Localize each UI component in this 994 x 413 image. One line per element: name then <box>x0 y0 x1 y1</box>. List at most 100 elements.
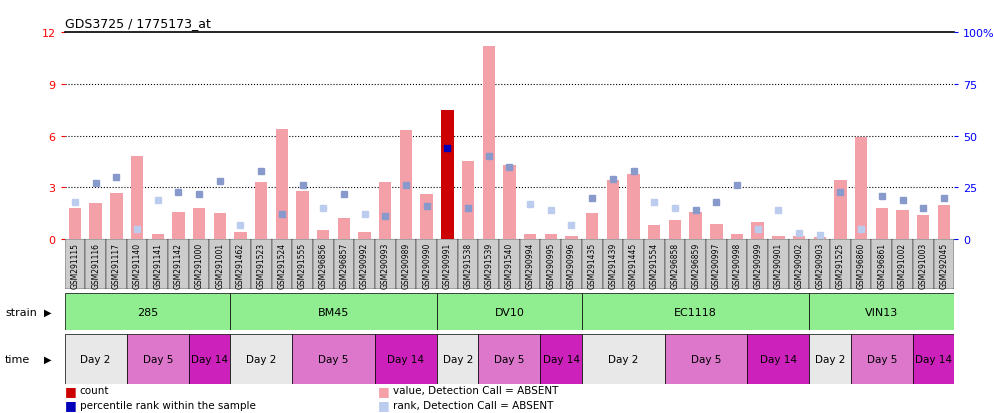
Bar <box>441 111 453 240</box>
Bar <box>855 138 868 240</box>
Text: rank, Detection Call = ABSENT: rank, Detection Call = ABSENT <box>393 400 553 410</box>
Text: ■: ■ <box>378 384 390 397</box>
Bar <box>581 240 602 289</box>
Text: Day 2: Day 2 <box>81 354 111 364</box>
Text: ■: ■ <box>65 384 77 397</box>
Bar <box>231 335 292 384</box>
Text: Day 5: Day 5 <box>318 354 349 364</box>
Bar <box>416 240 437 289</box>
Text: VIN13: VIN13 <box>865 307 899 317</box>
Text: Day 5: Day 5 <box>494 354 525 364</box>
Text: GSM290902: GSM290902 <box>794 242 803 288</box>
Bar <box>482 47 495 240</box>
Text: Day 5: Day 5 <box>142 354 173 364</box>
Text: GSM291117: GSM291117 <box>112 242 121 288</box>
Text: GSM291142: GSM291142 <box>174 242 183 288</box>
Bar <box>648 226 660 240</box>
Bar <box>706 240 727 289</box>
Bar <box>623 240 644 289</box>
Bar <box>147 240 168 289</box>
Bar <box>876 209 888 240</box>
Text: strain: strain <box>5 307 37 317</box>
Bar <box>581 293 809 330</box>
Text: GSM290994: GSM290994 <box>526 242 535 288</box>
Text: GSM290995: GSM290995 <box>547 242 556 288</box>
Bar <box>545 235 557 240</box>
Text: GSM290996: GSM290996 <box>567 242 576 288</box>
Text: GSM291435: GSM291435 <box>587 242 596 288</box>
Text: GSM291115: GSM291115 <box>71 242 80 288</box>
Text: GSM296857: GSM296857 <box>339 242 349 288</box>
Text: GSM291539: GSM291539 <box>484 242 493 288</box>
Text: GSM290903: GSM290903 <box>815 242 824 288</box>
Bar <box>214 214 226 240</box>
Bar <box>375 240 396 289</box>
Text: GSM291002: GSM291002 <box>898 242 907 288</box>
Bar <box>788 240 809 289</box>
Text: ▶: ▶ <box>44 354 52 364</box>
Bar <box>85 240 106 289</box>
Bar <box>809 240 830 289</box>
Text: GSM291001: GSM291001 <box>216 242 225 288</box>
Bar <box>254 183 267 240</box>
Bar <box>747 240 768 289</box>
Bar <box>669 221 681 240</box>
Bar <box>231 293 437 330</box>
Bar <box>292 335 375 384</box>
Bar <box>851 240 872 289</box>
Bar <box>541 335 581 384</box>
Bar <box>354 240 375 289</box>
Bar <box>768 240 788 289</box>
Bar <box>420 195 432 240</box>
Bar <box>189 240 210 289</box>
Bar <box>131 157 143 240</box>
Bar <box>727 240 747 289</box>
Bar <box>126 335 189 384</box>
Bar <box>503 166 516 240</box>
Bar <box>437 293 581 330</box>
Bar <box>338 219 350 240</box>
Text: GSM296860: GSM296860 <box>857 242 866 288</box>
Text: Day 2: Day 2 <box>815 354 845 364</box>
Bar <box>65 240 85 289</box>
Bar <box>65 335 126 384</box>
Text: ■: ■ <box>65 398 77 411</box>
Bar <box>275 129 288 240</box>
Text: count: count <box>80 385 109 395</box>
Text: GSM291141: GSM291141 <box>153 242 162 288</box>
Bar <box>912 335 954 384</box>
Bar <box>809 335 851 384</box>
Bar <box>731 235 744 240</box>
Bar <box>110 193 122 240</box>
Bar <box>933 240 954 289</box>
Text: Day 2: Day 2 <box>608 354 638 364</box>
Text: GSM291540: GSM291540 <box>505 242 514 288</box>
Text: Day 14: Day 14 <box>759 354 797 364</box>
Text: GSM290992: GSM290992 <box>360 242 369 288</box>
Bar <box>602 240 623 289</box>
Bar <box>834 181 847 240</box>
Text: EC1118: EC1118 <box>674 307 717 317</box>
Bar <box>917 216 929 240</box>
Bar <box>400 131 413 240</box>
Text: GSM296856: GSM296856 <box>319 242 328 288</box>
Text: Day 5: Day 5 <box>867 354 897 364</box>
Bar <box>665 240 685 289</box>
Bar <box>168 240 189 289</box>
Bar <box>524 235 537 240</box>
Bar <box>334 240 354 289</box>
Bar <box>541 240 562 289</box>
Bar <box>359 233 371 240</box>
Text: Day 2: Day 2 <box>442 354 473 364</box>
Bar <box>193 209 206 240</box>
Text: Day 2: Day 2 <box>246 354 276 364</box>
Text: GSM296861: GSM296861 <box>878 242 887 288</box>
Text: GSM291523: GSM291523 <box>256 242 265 288</box>
Text: GSM290993: GSM290993 <box>381 242 390 288</box>
Bar <box>665 335 747 384</box>
Bar <box>396 240 416 289</box>
Text: GDS3725 / 1775173_at: GDS3725 / 1775173_at <box>65 17 211 29</box>
Bar <box>462 162 474 240</box>
Bar <box>685 240 706 289</box>
Text: GSM291445: GSM291445 <box>629 242 638 288</box>
